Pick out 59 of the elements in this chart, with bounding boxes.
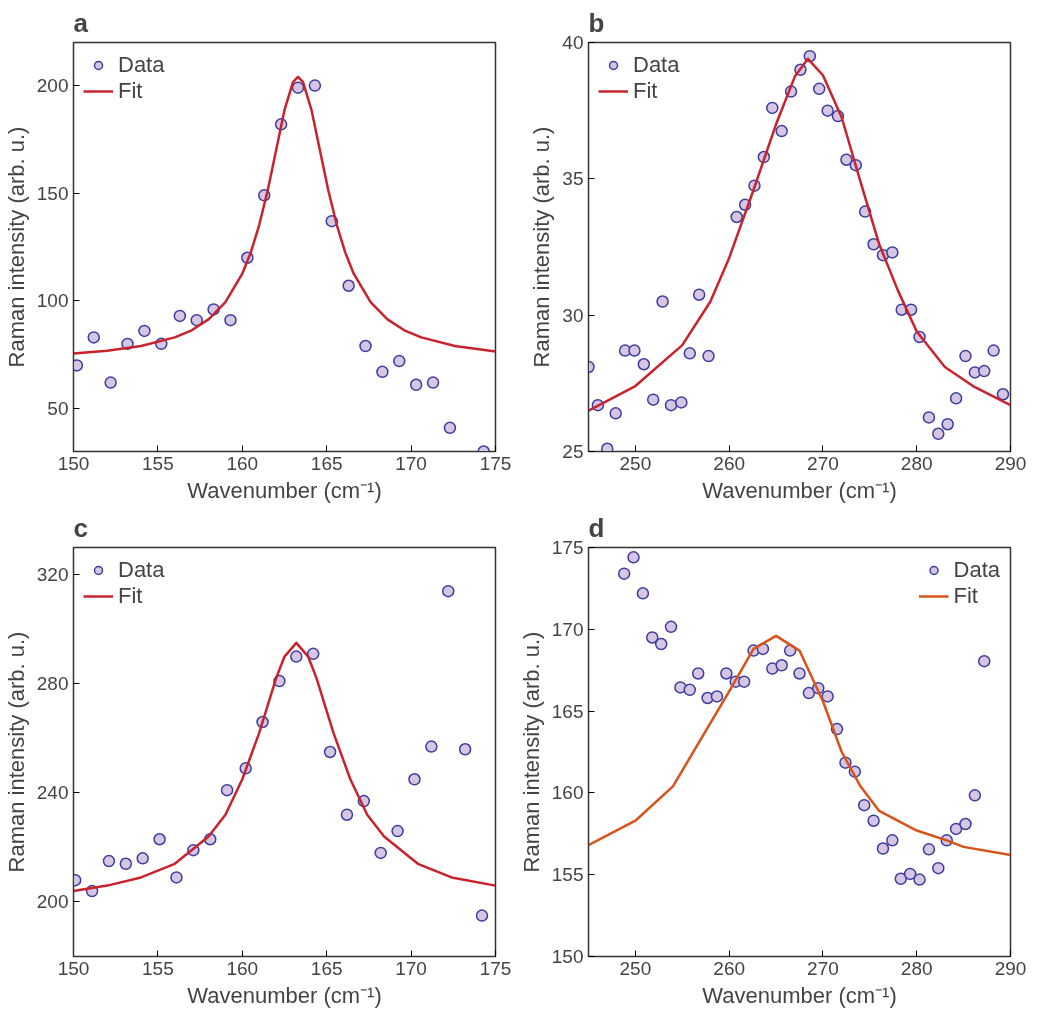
x-tick-label: 260 — [713, 452, 746, 474]
y-tick-label: 170 — [551, 618, 584, 640]
y-axis-title: Raman intensity (arb. u.) — [3, 126, 29, 368]
x-tick-label: 290 — [994, 957, 1027, 979]
legend-label: Fit — [953, 583, 978, 609]
x-tick-label: 155 — [142, 452, 174, 474]
x-tick-label: 270 — [807, 452, 839, 474]
legend-label: Data — [118, 52, 165, 78]
chart-title: a — [73, 7, 89, 38]
x-tick-label: 280 — [900, 957, 933, 979]
x-tick-label: 280 — [900, 452, 933, 474]
legend-label: Fit — [118, 78, 143, 104]
x-tick-label: 160 — [226, 957, 259, 979]
legend-label: Data — [118, 557, 165, 583]
x-axis-title: Wavenumber (cm⁻¹) — [187, 982, 382, 1008]
x-axis-title: Wavenumber (cm⁻¹) — [187, 477, 382, 503]
y-tick-label: 40 — [562, 32, 584, 53]
x-tick-label: 165 — [310, 957, 343, 979]
x-tick-label: 160 — [226, 452, 259, 474]
x-tick-label: 175 — [479, 957, 512, 979]
y-axis-title: Raman intensity (arb. u.) — [3, 631, 29, 873]
y-tick-label: 160 — [551, 782, 584, 804]
x-tick-label: 290 — [994, 452, 1027, 474]
chart-title: b — [588, 7, 605, 38]
y-tick-label: 280 — [36, 673, 69, 695]
x-axis-title: Wavenumber (cm⁻¹) — [702, 982, 897, 1008]
x-tick-label: 170 — [395, 452, 427, 474]
legend-label: Data — [633, 52, 680, 78]
x-tick-label: 170 — [395, 957, 427, 979]
x-axis-title: Wavenumber (cm⁻¹) — [702, 477, 897, 503]
y-tick-label: 240 — [36, 782, 69, 804]
y-axis-title: Raman intensity (arb. u.) — [518, 631, 544, 873]
y-tick-label: 25 — [562, 441, 584, 462]
y-tick-label: 35 — [562, 168, 584, 190]
chart-title: d — [588, 512, 605, 543]
x-tick-label: 260 — [713, 957, 746, 979]
x-tick-label: 270 — [807, 957, 839, 979]
y-tick-label: 155 — [551, 864, 584, 886]
y-tick-label: 200 — [36, 891, 69, 913]
x-tick-label: 165 — [310, 452, 343, 474]
y-tick-label: 175 — [551, 537, 584, 558]
y-tick-label: 30 — [562, 304, 584, 326]
y-tick-label: 200 — [36, 75, 69, 97]
y-tick-label: 320 — [36, 564, 69, 586]
legend-label: Data — [953, 557, 1000, 583]
legend-label: Fit — [633, 78, 658, 104]
chart-title: c — [73, 512, 88, 543]
legend-label: Fit — [118, 583, 143, 609]
x-tick-label: 150 — [57, 957, 90, 979]
x-tick-label: 250 — [619, 452, 652, 474]
x-tick-label: 175 — [479, 452, 512, 474]
y-tick-label: 50 — [47, 397, 69, 419]
y-axis-title: Raman intensity (arb. u.) — [529, 126, 555, 368]
x-tick-label: 150 — [57, 452, 90, 474]
y-tick-label: 165 — [551, 700, 584, 722]
x-tick-label: 155 — [142, 957, 174, 979]
y-tick-label: 150 — [36, 182, 69, 204]
x-tick-label: 250 — [619, 957, 652, 979]
y-tick-label: 100 — [36, 290, 69, 312]
